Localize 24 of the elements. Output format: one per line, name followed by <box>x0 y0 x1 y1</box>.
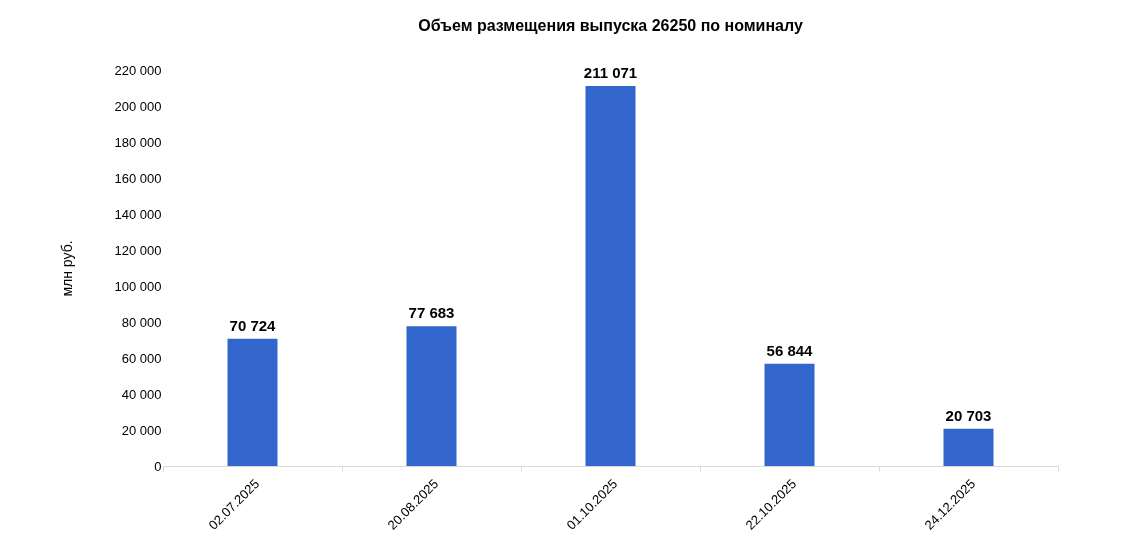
data-label: 56 844 <box>766 341 814 359</box>
y-tick-label: 200 000 <box>114 98 162 114</box>
y-axis-title: млн руб. <box>58 240 75 297</box>
data-label: 211 071 <box>583 64 638 82</box>
bar <box>406 326 457 466</box>
bar <box>585 86 636 466</box>
data-label: 20 703 <box>945 406 992 424</box>
y-tick-label: 0 <box>154 458 162 474</box>
bar <box>227 338 278 466</box>
y-tick-label: 80 000 <box>121 314 162 330</box>
data-label: 70 724 <box>229 316 277 334</box>
y-tick-label: 180 000 <box>114 134 162 150</box>
y-tick-label: 160 000 <box>114 170 162 186</box>
y-tick-label: 100 000 <box>114 278 162 294</box>
bar <box>943 428 994 466</box>
bar <box>764 363 815 466</box>
data-label: 77 683 <box>408 304 455 322</box>
y-tick-label: 120 000 <box>114 242 162 258</box>
y-tick-label: 20 000 <box>121 422 162 438</box>
y-tick-label: 60 000 <box>121 350 162 366</box>
y-tick-label: 220 000 <box>114 62 162 78</box>
chart-title: Объем размещения выпуска 26250 по номиналу <box>418 17 803 34</box>
y-tick-label: 140 000 <box>114 206 162 222</box>
y-tick-label: 40 000 <box>121 386 162 402</box>
